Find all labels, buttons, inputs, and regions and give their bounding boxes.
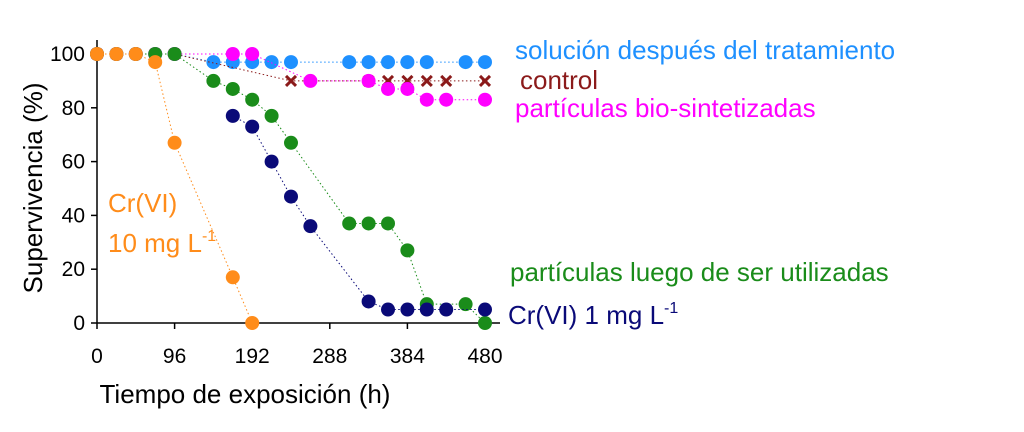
series-line (232, 115, 485, 311)
data-point (361, 294, 376, 309)
series-layer (90, 47, 492, 330)
data-point (109, 47, 124, 61)
y-ticks: 0 20 40 60 80 100 (50, 43, 97, 335)
data-point (361, 216, 376, 231)
data-point (245, 92, 260, 107)
y-tick-label: 80 (62, 97, 85, 120)
data-point (303, 73, 318, 88)
data-point (419, 92, 434, 107)
x-tick-label: 192 (235, 345, 270, 368)
series-label-cr-1mg: Cr(VI) 1 mg L-1 (508, 300, 678, 330)
data-point (419, 302, 434, 317)
series-cr-10mg (90, 47, 260, 330)
series-label-solucion: solución después del tratamiento (515, 35, 895, 65)
x-tick-label: 96 (163, 345, 186, 368)
data-point-x (420, 74, 433, 87)
y-tick-label: 0 (73, 312, 85, 335)
data-point (381, 55, 395, 70)
data-point (478, 316, 492, 330)
y-axis-title: Supervivencia (%) (18, 83, 48, 294)
x-tick-label: 384 (390, 345, 425, 368)
data-point (342, 55, 357, 70)
y-tick-label: 60 (62, 151, 85, 174)
y-tick-label: 20 (62, 258, 85, 281)
data-point (284, 55, 298, 70)
data-point (478, 92, 492, 107)
data-point-x (440, 74, 453, 87)
series-label-utilizadas: partículas luego de ser utilizadas (510, 257, 889, 287)
data-point-x (284, 74, 298, 87)
x-tick-label: 0 (91, 345, 103, 368)
data-point (148, 55, 163, 70)
x-tick-label: 480 (467, 345, 502, 368)
data-point (128, 47, 143, 61)
data-point (381, 81, 395, 96)
data-point (439, 92, 454, 107)
series-label-cr-10mg-line2: 10 mg L-1 (108, 228, 216, 258)
series-cr-1mg (225, 108, 492, 317)
data-point (245, 47, 260, 61)
data-point (167, 135, 182, 150)
data-point (264, 55, 279, 70)
data-point (400, 81, 415, 96)
data-point (361, 55, 376, 70)
data-point (225, 270, 240, 285)
x-tick-label: 288 (312, 345, 347, 368)
x-ticks: 0 96 192 288 384 480 (91, 323, 503, 368)
series-label-bio-sintetizadas: partículas bio-sintetizadas (515, 93, 816, 123)
y-tick-label: 40 (62, 204, 85, 227)
data-point (225, 108, 240, 123)
data-point (245, 316, 260, 330)
series-utilizadas (90, 47, 492, 330)
series-line (97, 53, 485, 82)
data-point (342, 216, 357, 231)
series-labels: solución después del tratamientocontrolp… (108, 35, 895, 330)
data-point (90, 47, 104, 61)
x-axis-title: Tiempo de exposición (h) (100, 379, 391, 409)
data-point-x (478, 74, 492, 87)
data-point (478, 302, 492, 317)
data-point (419, 55, 434, 70)
data-point (458, 297, 473, 312)
axes: 0 96 192 288 384 480 0 20 40 60 80 100 (50, 40, 503, 368)
data-point (264, 108, 279, 123)
data-point (206, 55, 221, 70)
data-point (439, 302, 454, 317)
data-point (167, 47, 182, 61)
data-point (400, 302, 415, 317)
data-point (478, 55, 492, 70)
series-label-cr-10mg-line1: Cr(VI) (108, 188, 177, 218)
data-point (206, 73, 221, 88)
data-point (361, 73, 376, 88)
series-label-control: control (520, 65, 598, 95)
data-point (400, 55, 415, 70)
data-point (225, 47, 240, 61)
data-point (245, 119, 260, 134)
data-point (381, 302, 395, 317)
data-point (400, 243, 415, 258)
data-point (303, 219, 318, 234)
data-point (284, 189, 298, 204)
data-point (264, 154, 279, 169)
data-point (284, 135, 298, 150)
y-tick-label: 100 (50, 43, 85, 66)
data-point (225, 81, 240, 96)
data-point (381, 216, 395, 231)
data-point (458, 55, 473, 70)
